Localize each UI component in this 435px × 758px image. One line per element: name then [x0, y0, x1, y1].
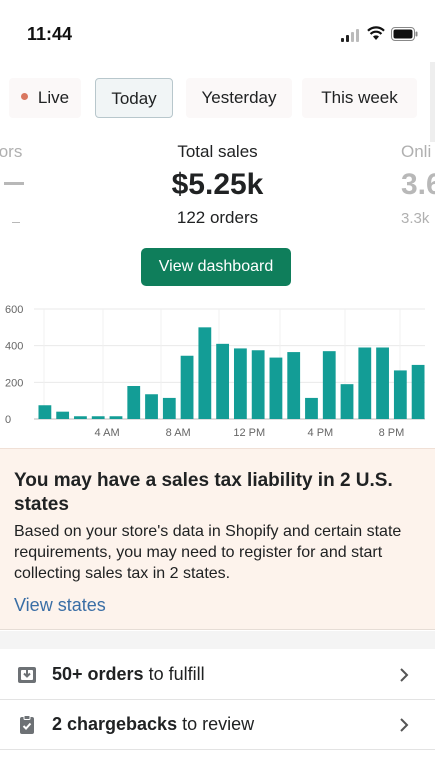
x-tick-label: 8 PM [379, 427, 405, 439]
chart-bar [216, 343, 230, 419]
live-dot-icon [20, 93, 28, 101]
metric-left-value-dash [4, 182, 24, 185]
cellular-signal-icon [341, 28, 361, 42]
metric-value: $5.25k [171, 168, 264, 201]
chart-bar [74, 416, 87, 419]
task-row-fulfill-orders[interactable]: 50+ orders to fulfill [0, 650, 435, 700]
chart-bar [393, 370, 407, 419]
chart-bar [145, 394, 158, 419]
section-divider [0, 631, 435, 649]
x-tick-label: 4 PM [308, 427, 334, 439]
task-text: 2 chargebacks to review [52, 714, 255, 734]
chart-bar [287, 352, 301, 419]
y-tick-label: 600 [5, 304, 23, 316]
metric-left-sub-dash [12, 222, 20, 223]
tab-today[interactable]: Today [95, 78, 173, 118]
tax-card-body: Based on your store's data in Shopify an… [14, 523, 402, 582]
x-tick-label: 8 AM [166, 427, 191, 439]
chevron-right-icon [400, 668, 409, 682]
task-row-chargebacks[interactable]: 2 chargebacks to review [0, 700, 435, 750]
metric-right-value: 3.6 [401, 168, 435, 201]
date-range-tabs: Live Today Yesterday This week [0, 78, 435, 120]
y-tick-label: 400 [5, 341, 23, 353]
status-bar: 11:44 [0, 0, 435, 62]
chart-bar [162, 397, 176, 419]
chevron-right-icon [400, 718, 409, 732]
chart-bar [127, 386, 141, 419]
chart-bar [180, 355, 194, 419]
chart-bar [198, 327, 212, 419]
chart-bar [411, 364, 425, 419]
task-text: 50+ orders to fulfill [52, 664, 205, 684]
wifi-icon [367, 26, 385, 40]
tax-card-title: You may have a sales tax liability in 2 … [14, 470, 393, 515]
chart-bar [109, 416, 123, 419]
chart-bar [251, 350, 265, 419]
metric-label: Total sales [177, 142, 258, 161]
view-dashboard-button[interactable]: View dashboard [141, 248, 291, 286]
chart-bar [376, 347, 389, 419]
download-box-icon [18, 667, 36, 683]
chart-bar [358, 347, 372, 419]
clipboard-icon [20, 715, 34, 734]
chart-bar [91, 416, 105, 419]
chart-bar [269, 357, 283, 419]
metric-orders: 122 orders [176, 208, 259, 227]
tab-live-label: Live [37, 88, 70, 107]
chart-bar [38, 405, 52, 419]
chart-bar [56, 411, 70, 419]
x-tick-label: 12 PM [233, 427, 265, 439]
metric-online-partial[interactable]: Onli 3.6 3.3k [401, 142, 435, 227]
sales-tax-card: You may have a sales tax liability in 2 … [0, 448, 435, 630]
sales-bar-chart: 600 400 200 0 4 AM 8 AM 12 PM 4 PM 8 PM [5, 304, 425, 439]
status-time: 11:44 [27, 24, 73, 44]
chart-bar [322, 351, 336, 419]
metric-total-sales[interactable]: Total sales $5.25k 122 orders [0, 142, 435, 228]
battery-icon [391, 27, 418, 41]
chart-bar [340, 384, 354, 419]
tab-live[interactable]: Live [9, 78, 81, 118]
chart-bar [305, 397, 318, 419]
x-tick-label: 4 AM [95, 427, 120, 439]
metric-right-label: Onli [401, 142, 432, 161]
y-tick-label: 0 [5, 414, 11, 426]
metric-left-label: tors [0, 142, 23, 161]
chart-bar [233, 348, 247, 419]
tab-yesterday[interactable]: Yesterday [186, 78, 292, 118]
y-tick-label: 200 [5, 377, 23, 389]
scroll-edge [430, 62, 435, 142]
view-states-link[interactable]: View states [14, 595, 106, 615]
tab-this-week[interactable]: This week [302, 78, 417, 118]
metric-right-sub: 3.3k [401, 210, 430, 227]
